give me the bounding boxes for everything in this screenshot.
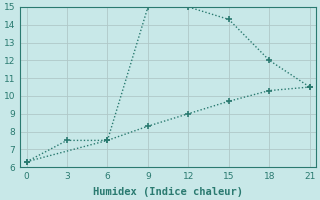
X-axis label: Humidex (Indice chaleur): Humidex (Indice chaleur) bbox=[93, 186, 243, 197]
